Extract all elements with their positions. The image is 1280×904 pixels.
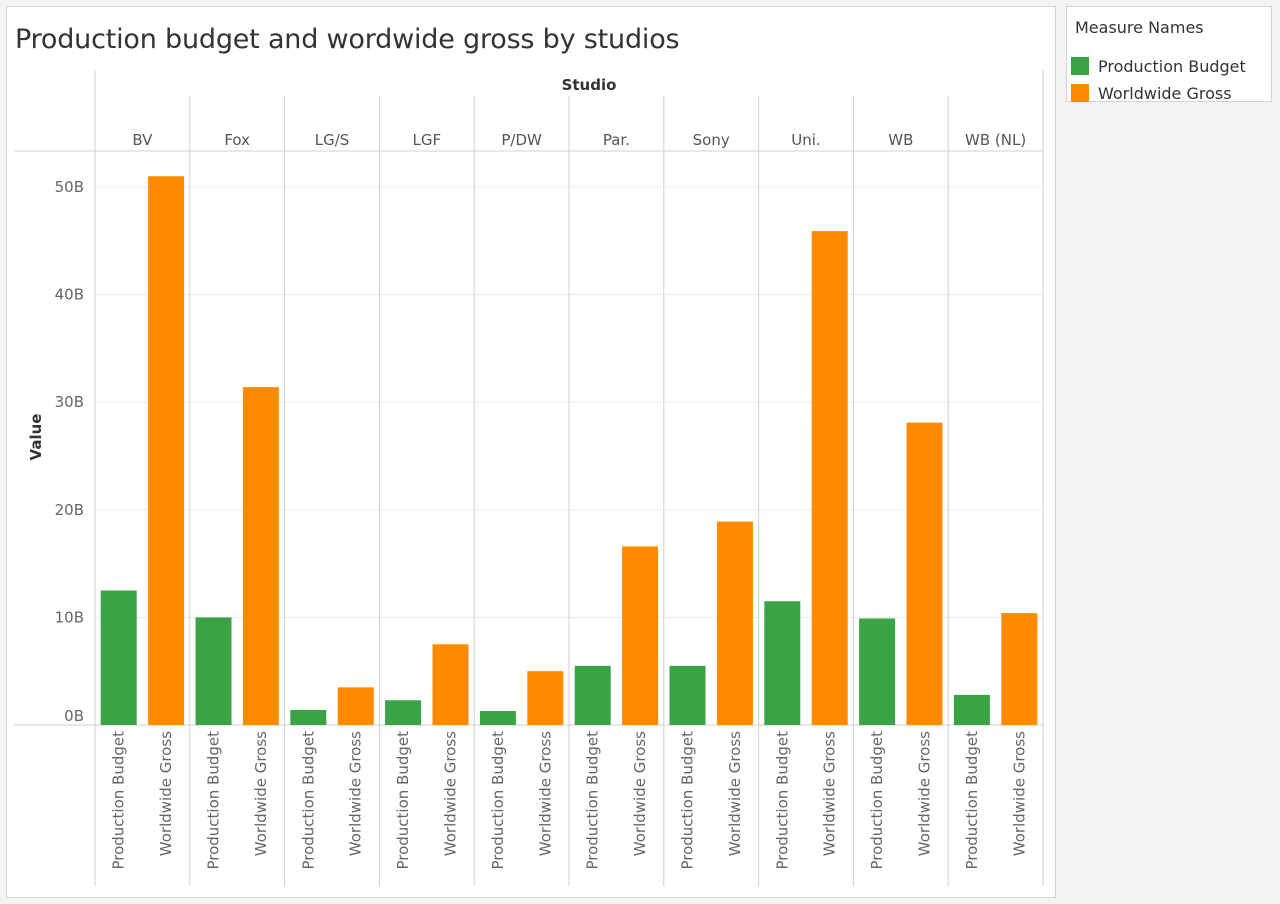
x-label-bv-worldwide-gross: Worldwide Gross [157,731,175,856]
y-tick-label: 50B [55,178,84,196]
x-label-lgf-production-budget: Production Budget [394,731,412,870]
bar-sony-worldwide-gross [716,521,753,725]
column-header-wb: WB [888,131,913,149]
x-label-lg-s-worldwide-gross: Worldwide Gross [347,731,365,856]
legend-label-production-budget: Production Budget [1098,56,1246,76]
column-header-wb-nl: WB (NL) [965,131,1026,149]
bar-bv-production-budget [100,590,137,725]
bar-wb-production-budget [859,618,896,725]
y-tick-label: 0B [64,707,84,725]
x-label-par-production-budget: Production Budget [584,731,602,870]
bar-uni-production-budget [764,601,801,725]
x-label-fox-worldwide-gross: Worldwide Gross [252,731,270,856]
bar-uni-worldwide-gross [811,231,848,725]
x-label-uni-worldwide-gross: Worldwide Gross [821,731,839,856]
bar-lgf-production-budget [385,700,422,725]
bar-wb-nl-production-budget [953,694,990,725]
x-label-fox-production-budget: Production Budget [205,731,223,870]
x-label-lg-s-production-budget: Production Budget [299,731,317,870]
x-label-p-dw-worldwide-gross: Worldwide Gross [536,731,554,856]
column-header-lgf: LGF [412,131,441,149]
bar-par-production-budget [574,665,611,725]
legend-swatch-worldwide-gross [1071,84,1089,102]
legend-item-production-budget[interactable]: Production Budget [1071,55,1246,77]
x-label-wb-production-budget: Production Budget [868,731,886,870]
chart-title: Production budget and wordwide gross by … [15,24,680,55]
x-label-sony-worldwide-gross: Worldwide Gross [726,731,744,856]
column-header-par: Par. [603,131,630,149]
legend-swatch-production-budget [1071,57,1089,75]
bar-wb-worldwide-gross [906,422,943,725]
bar-par-worldwide-gross [622,546,659,725]
bar-p-dw-worldwide-gross [527,671,564,725]
y-axis-title: Value [27,414,45,461]
x-label-lgf-worldwide-gross: Worldwide Gross [442,731,460,856]
y-tick-label: 30B [55,393,84,411]
bar-p-dw-production-budget [479,711,516,725]
bar-bv-worldwide-gross [148,176,185,726]
x-label-wb-nl-worldwide-gross: Worldwide Gross [1010,731,1028,856]
y-tick-label: 10B [55,608,84,626]
column-header-uni: Uni. [791,131,820,149]
column-header-title: Studio [562,76,617,94]
column-header-bv: BV [132,131,153,149]
column-header-fox: Fox [224,131,250,149]
legend-item-worldwide-gross[interactable]: Worldwide Gross [1071,82,1232,104]
bar-fox-production-budget [195,617,232,725]
bar-lg-s-worldwide-gross [337,687,374,725]
x-label-p-dw-production-budget: Production Budget [489,731,507,870]
x-label-bv-production-budget: Production Budget [110,731,128,870]
legend-label-worldwide-gross: Worldwide Gross [1098,83,1232,103]
column-header-p-dw: P/DW [501,131,542,149]
x-label-uni-production-budget: Production Budget [773,731,791,870]
x-label-sony-production-budget: Production Budget [679,731,697,870]
y-tick-label: 40B [55,286,84,304]
column-header-lg-s: LG/S [315,131,350,149]
bar-lgf-worldwide-gross [432,644,469,725]
column-header-sony: Sony [693,131,730,149]
x-label-wb-worldwide-gross: Worldwide Gross [916,731,934,856]
legend-title: Measure Names [1075,18,1204,37]
bar-sony-production-budget [669,665,706,725]
bar-wb-nl-worldwide-gross [1001,613,1038,725]
x-label-wb-nl-production-budget: Production Budget [963,731,981,870]
chart-canvas: Studio BV Fox LG/S LGF P/DW Par. Sony Uni. WB WB (… [14,70,1044,886]
x-label-par-worldwide-gross: Worldwide Gross [631,731,649,856]
bar-lg-s-production-budget [290,709,327,725]
y-tick-label: 20B [55,501,84,519]
legend: Measure Names Production Budget Worldwid… [1066,6,1272,104]
bar-fox-worldwide-gross [242,387,279,725]
